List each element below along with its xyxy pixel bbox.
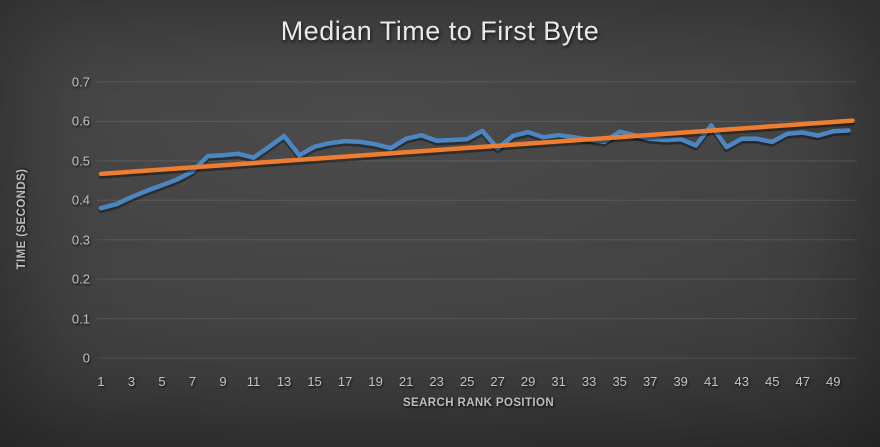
x-tick-label: 39 [673,374,688,389]
data-series-line [98,123,851,211]
x-tick-label: 19 [368,374,383,389]
x-tick-label: 15 [307,374,322,389]
y-tick-label: 0.1 [71,311,90,327]
x-tick-label: 45 [764,374,780,389]
trendline-shadow [98,120,855,179]
trendline [98,118,855,177]
x-tick-label: 17 [337,374,353,389]
x-tick-label: 3 [127,374,136,389]
x-tick-label: 11 [246,374,261,389]
x-tick-label: 23 [429,374,444,389]
x-tick-label: 43 [734,374,749,389]
x-tick-label: 29 [520,374,536,389]
y-tick-label: 0.3 [71,232,90,248]
x-tick-label: 47 [795,374,810,389]
x-tick-label: 25 [459,374,475,389]
y-axis-title: TIME (SECONDS) [16,168,28,270]
x-tick-label: 1 [97,374,105,389]
x-tick-label: 31 [551,374,566,389]
chart-title: Median Time to First Byte [280,16,600,46]
y-tick-label: 0.5 [71,153,90,169]
y-tick-label: 0.6 [71,113,90,129]
x-tick-label: 49 [826,374,841,389]
x-tick-label: 7 [188,374,197,389]
x-tick-label: 37 [642,374,658,389]
x-tick-label: 9 [219,374,227,389]
x-tick-label: 13 [276,374,292,389]
x-tick-label: 5 [158,374,166,389]
x-tick-label: 27 [490,374,505,389]
x-tick-label: 21 [398,374,414,389]
y-tick-label: 0 [82,350,90,366]
y-tick-label: 0.7 [71,74,90,90]
x-tick-label: 41 [703,374,719,389]
x-tick-label: 33 [581,374,597,389]
x-tick-label: 35 [612,374,627,389]
y-tick-label: 0.2 [71,271,90,287]
y-tick-label: 0.4 [71,192,90,208]
x-axis-title: SEARCH RANK POSITION [402,397,555,409]
